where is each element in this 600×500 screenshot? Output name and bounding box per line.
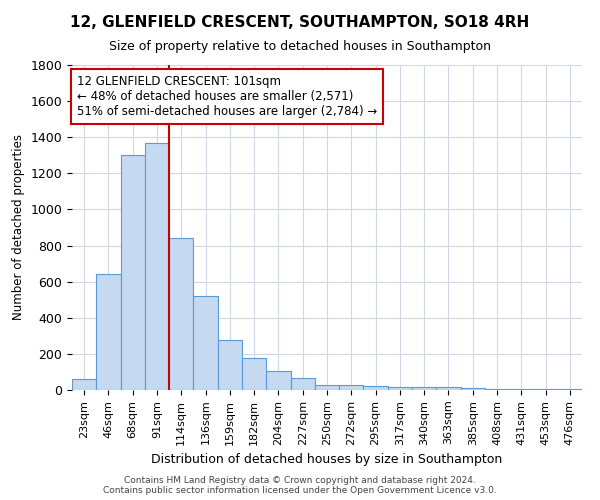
Bar	[533, 389, 558, 390]
Bar	[485, 389, 509, 390]
Text: 12, GLENFIELD CRESCENT, SOUTHAMPTON, SO18 4RH: 12, GLENFIELD CRESCENT, SOUTHAMPTON, SO1…	[70, 15, 530, 30]
Bar	[218, 340, 242, 390]
Bar	[461, 388, 485, 390]
Bar	[388, 388, 412, 390]
Bar	[121, 156, 145, 390]
Bar	[242, 358, 266, 390]
Bar	[96, 274, 121, 390]
Text: Contains HM Land Registry data © Crown copyright and database right 2024.
Contai: Contains HM Land Registry data © Crown c…	[103, 476, 497, 495]
Bar	[145, 142, 169, 390]
Bar	[364, 386, 388, 390]
X-axis label: Distribution of detached houses by size in Southampton: Distribution of detached houses by size …	[151, 453, 503, 466]
Bar	[315, 384, 339, 390]
Bar	[266, 371, 290, 390]
Bar	[412, 388, 436, 390]
Bar	[436, 388, 461, 390]
Bar	[558, 389, 582, 390]
Bar	[72, 379, 96, 390]
Bar	[339, 384, 364, 390]
Text: 12 GLENFIELD CRESCENT: 101sqm
← 48% of detached houses are smaller (2,571)
51% o: 12 GLENFIELD CRESCENT: 101sqm ← 48% of d…	[77, 74, 377, 118]
Bar	[509, 389, 533, 390]
Y-axis label: Number of detached properties: Number of detached properties	[12, 134, 25, 320]
Text: Size of property relative to detached houses in Southampton: Size of property relative to detached ho…	[109, 40, 491, 53]
Bar	[169, 238, 193, 390]
Bar	[193, 296, 218, 390]
Bar	[290, 378, 315, 390]
